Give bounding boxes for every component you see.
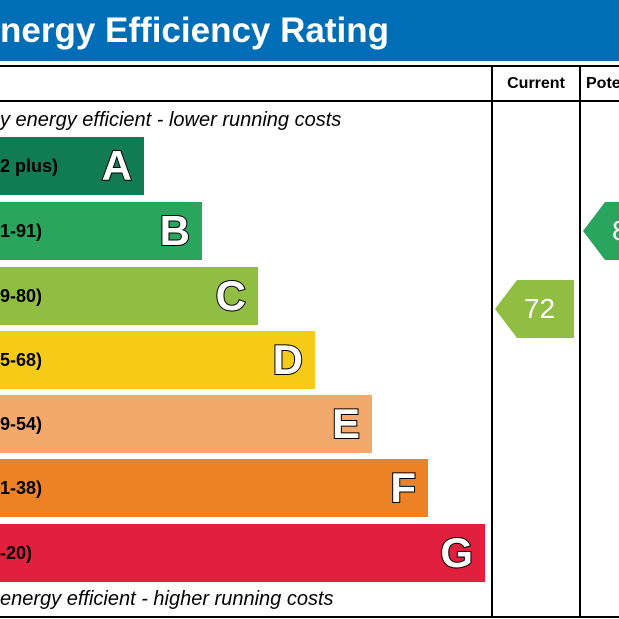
band-letter: A: [101, 141, 133, 190]
table-bottom-border: [0, 616, 619, 618]
band-letter: G: [439, 528, 474, 577]
header-divider: [0, 100, 619, 102]
band-letter: F: [389, 463, 417, 512]
bottom-note: energy efficient - higher running costs: [0, 588, 334, 610]
potential-rating-arrow: 8: [583, 202, 619, 260]
current-rating-arrow: 72: [495, 280, 574, 338]
band-a: 2 plus) A: [0, 137, 144, 195]
chart-title: nergy Efficiency Rating: [0, 0, 619, 61]
band-b: 1-91) B: [0, 202, 202, 260]
band-e: 9-54) E: [0, 395, 372, 453]
band-range: 1-91): [0, 221, 43, 241]
current-column-divider: [491, 65, 493, 618]
band-letter: B: [159, 206, 191, 255]
top-note: y energy efficient - lower running costs: [0, 109, 342, 131]
band-range: 9-54): [0, 414, 43, 434]
band-range: 1-38): [0, 478, 43, 498]
band-range: 2 plus): [0, 156, 59, 176]
band-g: -20) G: [0, 524, 485, 582]
band-range: 5-68): [0, 350, 43, 370]
band-range: -20): [0, 543, 33, 563]
current-column-header: Current: [507, 75, 565, 92]
band-letter: E: [331, 399, 361, 448]
potential-column-header: Pote: [586, 75, 619, 92]
table-top-border: [0, 65, 619, 67]
potential-column-divider: [579, 65, 581, 618]
band-letter: C: [215, 271, 247, 320]
band-range: 9-80): [0, 286, 43, 306]
band-d: 5-68) D: [0, 331, 315, 389]
band-letter: D: [272, 335, 304, 384]
band-c: 9-80) C: [0, 267, 258, 325]
band-f: 1-38) F: [0, 459, 428, 517]
